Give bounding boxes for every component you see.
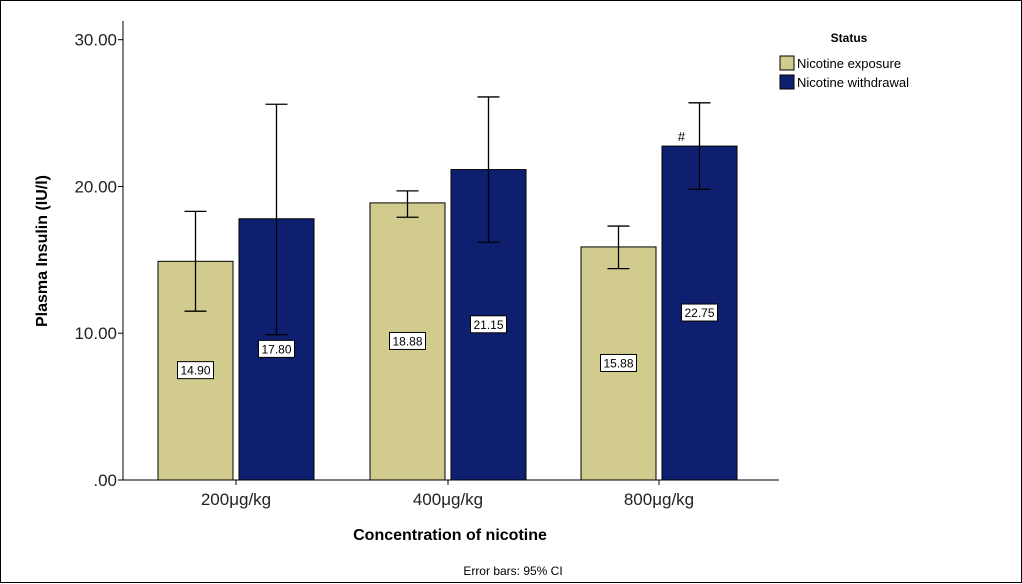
legend-label-exposure: Nicotine exposure [797, 56, 901, 71]
y-tick-label: 20.00 [74, 177, 117, 196]
data-label-box [258, 339, 295, 358]
y-tick-label: 30.00 [74, 31, 117, 50]
data-label: 14.90 [180, 364, 210, 378]
legend: Status Nicotine exposure Nicotine withdr… [779, 31, 909, 90]
data-label: 18.88 [392, 334, 422, 348]
data-label: 15.88 [603, 356, 633, 370]
legend-swatch-exposure [779, 55, 795, 71]
plot-area: 14.90 17.80 18.88 21.15 15.88 22.75 # [157, 96, 738, 481]
legend-label-withdrawal: Nicotine withdrawal [797, 75, 909, 90]
significance-annotation: # [678, 129, 686, 144]
axes: .00 10.00 20.00 30.00 200μg/kg 400μg/kg 800μg/… [74, 21, 779, 509]
legend-title: Status [831, 31, 868, 45]
data-label-box [681, 303, 718, 322]
error-bars-note: Error bars: 95% CI [463, 564, 562, 578]
y-tick-label: 10.00 [74, 324, 117, 343]
data-label-box [177, 361, 214, 380]
legend-swatch-withdrawal [779, 74, 795, 90]
data-label-box [470, 315, 507, 334]
x-axis-title: Concentration of nicotine [353, 527, 547, 544]
x-tick-label: 800μg/kg [624, 490, 694, 509]
y-tick-label: .00 [93, 471, 117, 490]
data-label-box [600, 353, 637, 372]
data-label: 17.80 [261, 342, 291, 356]
x-tick-label: 400μg/kg [413, 490, 483, 509]
data-label: 21.15 [473, 318, 503, 332]
y-axis-title: Plasma Insulin (IU/l) [34, 175, 51, 327]
data-label-box [389, 331, 426, 350]
x-tick-label: 200μg/kg [201, 490, 271, 509]
data-label: 22.75 [684, 306, 714, 320]
